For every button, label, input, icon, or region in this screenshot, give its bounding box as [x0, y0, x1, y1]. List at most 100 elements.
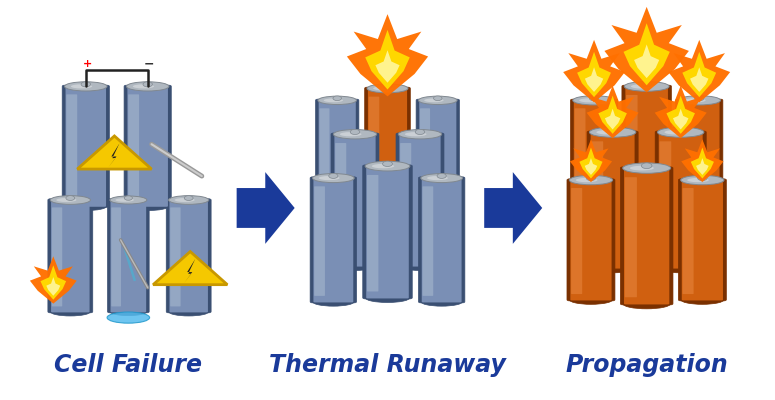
Ellipse shape: [608, 127, 618, 133]
Text: +: +: [83, 60, 92, 70]
Polygon shape: [184, 259, 195, 283]
FancyBboxPatch shape: [367, 165, 408, 298]
FancyBboxPatch shape: [418, 177, 465, 303]
Ellipse shape: [319, 176, 339, 180]
FancyBboxPatch shape: [422, 177, 462, 302]
Ellipse shape: [694, 96, 704, 101]
FancyBboxPatch shape: [591, 132, 635, 268]
FancyBboxPatch shape: [625, 86, 668, 215]
FancyBboxPatch shape: [62, 85, 109, 207]
Ellipse shape: [115, 198, 134, 202]
Ellipse shape: [174, 198, 195, 202]
FancyBboxPatch shape: [334, 134, 376, 266]
Polygon shape: [604, 7, 689, 92]
FancyBboxPatch shape: [400, 143, 412, 260]
Ellipse shape: [126, 82, 169, 91]
FancyBboxPatch shape: [170, 208, 181, 306]
FancyBboxPatch shape: [683, 188, 694, 294]
FancyBboxPatch shape: [571, 188, 582, 294]
Ellipse shape: [133, 84, 154, 88]
Ellipse shape: [624, 209, 669, 219]
FancyBboxPatch shape: [396, 133, 444, 267]
FancyBboxPatch shape: [570, 99, 618, 221]
Ellipse shape: [66, 196, 74, 200]
FancyBboxPatch shape: [660, 141, 671, 261]
FancyBboxPatch shape: [626, 95, 638, 208]
FancyBboxPatch shape: [319, 100, 356, 221]
FancyBboxPatch shape: [587, 131, 638, 269]
Polygon shape: [624, 23, 670, 85]
Ellipse shape: [622, 298, 670, 309]
Ellipse shape: [421, 174, 463, 182]
Ellipse shape: [624, 82, 669, 91]
FancyBboxPatch shape: [363, 165, 412, 299]
Ellipse shape: [680, 295, 724, 304]
Ellipse shape: [373, 86, 394, 90]
Polygon shape: [598, 96, 627, 134]
Text: Propagation: Propagation: [565, 353, 728, 377]
Ellipse shape: [590, 127, 635, 137]
Ellipse shape: [630, 166, 654, 170]
FancyBboxPatch shape: [127, 86, 168, 207]
Ellipse shape: [684, 98, 706, 102]
Polygon shape: [673, 109, 688, 130]
FancyBboxPatch shape: [680, 108, 691, 214]
Ellipse shape: [680, 175, 724, 185]
Ellipse shape: [678, 215, 721, 224]
Ellipse shape: [589, 96, 599, 101]
Ellipse shape: [365, 293, 410, 302]
Ellipse shape: [318, 216, 357, 224]
Ellipse shape: [81, 82, 91, 87]
FancyBboxPatch shape: [399, 134, 441, 266]
Ellipse shape: [383, 84, 392, 89]
FancyBboxPatch shape: [310, 177, 356, 303]
FancyBboxPatch shape: [368, 88, 407, 213]
Text: −: −: [144, 58, 154, 71]
Ellipse shape: [124, 196, 133, 200]
Ellipse shape: [333, 96, 342, 100]
Polygon shape: [40, 265, 66, 300]
Ellipse shape: [333, 130, 377, 139]
Ellipse shape: [570, 175, 612, 185]
Ellipse shape: [350, 129, 360, 134]
Ellipse shape: [421, 297, 463, 306]
Ellipse shape: [576, 178, 598, 182]
Ellipse shape: [143, 82, 153, 87]
Ellipse shape: [110, 196, 146, 204]
Ellipse shape: [698, 175, 707, 180]
Ellipse shape: [64, 82, 107, 91]
FancyBboxPatch shape: [678, 179, 726, 301]
FancyArrow shape: [236, 172, 294, 244]
Ellipse shape: [64, 201, 107, 210]
FancyBboxPatch shape: [365, 87, 410, 213]
Ellipse shape: [657, 127, 704, 137]
FancyBboxPatch shape: [574, 108, 585, 214]
FancyBboxPatch shape: [655, 131, 706, 269]
Polygon shape: [585, 67, 603, 92]
Ellipse shape: [687, 178, 709, 182]
Polygon shape: [634, 44, 660, 78]
Ellipse shape: [579, 98, 601, 102]
FancyBboxPatch shape: [659, 132, 703, 268]
Ellipse shape: [664, 130, 687, 134]
Ellipse shape: [367, 208, 408, 216]
Polygon shape: [681, 139, 724, 182]
Ellipse shape: [631, 84, 653, 88]
Ellipse shape: [110, 308, 146, 316]
Ellipse shape: [318, 96, 357, 104]
FancyBboxPatch shape: [679, 100, 719, 221]
FancyBboxPatch shape: [682, 179, 723, 300]
Ellipse shape: [126, 201, 169, 210]
Polygon shape: [682, 52, 716, 97]
Ellipse shape: [657, 263, 704, 273]
Ellipse shape: [424, 98, 443, 102]
Ellipse shape: [678, 96, 721, 105]
Ellipse shape: [324, 98, 343, 102]
Ellipse shape: [169, 196, 208, 204]
Ellipse shape: [312, 174, 354, 182]
Ellipse shape: [169, 307, 208, 316]
FancyBboxPatch shape: [111, 199, 146, 312]
Polygon shape: [691, 148, 714, 178]
FancyBboxPatch shape: [625, 177, 637, 297]
FancyBboxPatch shape: [335, 143, 346, 260]
